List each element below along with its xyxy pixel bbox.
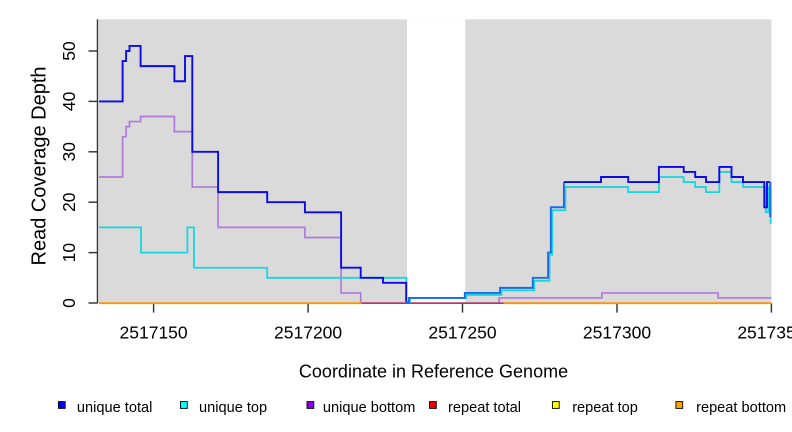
svg-text:repeat total: repeat total [448, 400, 521, 416]
svg-text:unique top: unique top [199, 400, 267, 416]
svg-text:Read Coverage Depth: Read Coverage Depth [29, 66, 51, 265]
svg-text:0: 0 [59, 298, 79, 308]
svg-text:2517250: 2517250 [428, 323, 496, 343]
svg-text:unique total: unique total [77, 400, 152, 416]
svg-text:2517200: 2517200 [274, 323, 342, 343]
svg-text:unique bottom: unique bottom [323, 400, 416, 416]
svg-text:40: 40 [59, 91, 79, 111]
svg-text:Coordinate in Reference Genome: Coordinate in Reference Genome [299, 362, 568, 382]
svg-text:50: 50 [59, 41, 79, 61]
svg-text:repeat top: repeat top [572, 400, 638, 416]
svg-text:30: 30 [59, 142, 79, 162]
svg-text:2517350: 2517350 [737, 323, 792, 343]
svg-text:10: 10 [59, 243, 79, 263]
svg-text:repeat bottom: repeat bottom [696, 400, 786, 416]
svg-text:20: 20 [59, 192, 79, 212]
svg-text:2517300: 2517300 [583, 323, 651, 343]
svg-text:2517150: 2517150 [120, 323, 188, 343]
